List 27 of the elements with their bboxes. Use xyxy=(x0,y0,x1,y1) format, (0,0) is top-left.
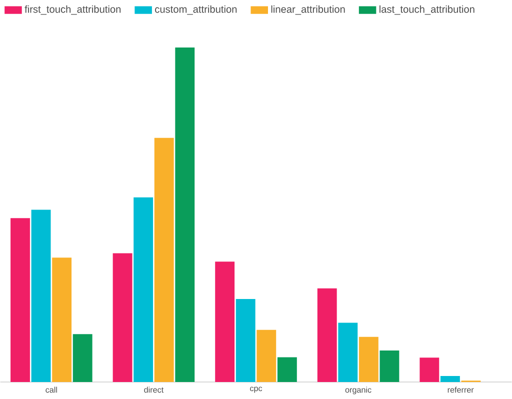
bar xyxy=(10,218,30,382)
x-tick-label: cpc xyxy=(250,386,262,393)
bar xyxy=(154,138,174,382)
bar xyxy=(420,358,440,382)
bar xyxy=(72,334,92,382)
bar xyxy=(380,350,400,382)
legend-label: first_touch_attribution xyxy=(24,6,121,15)
x-tick-label: direct xyxy=(144,386,164,393)
bar xyxy=(134,197,154,382)
bar xyxy=(31,210,51,382)
bar xyxy=(52,258,72,382)
bar xyxy=(215,262,235,382)
x-tick-label: call xyxy=(46,386,57,393)
bar xyxy=(440,376,460,382)
bar xyxy=(236,299,256,382)
bar xyxy=(317,288,337,382)
bar xyxy=(358,336,378,382)
x-tick-label: organic xyxy=(345,386,372,394)
legend-label: custom_attribution xyxy=(155,6,237,15)
bar xyxy=(112,253,132,382)
bar xyxy=(338,322,358,382)
bar xyxy=(277,357,297,382)
x-tick-label: referrer xyxy=(448,386,474,393)
bar xyxy=(175,48,195,382)
legend-label: last_touch_attribution xyxy=(380,6,474,15)
legend-label: linear_attribution xyxy=(271,6,345,15)
bar xyxy=(256,330,276,382)
